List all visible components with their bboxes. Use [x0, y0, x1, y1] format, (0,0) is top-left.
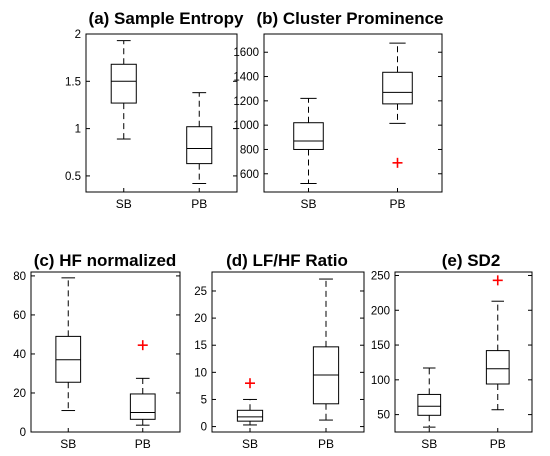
box-sb [236, 378, 264, 426]
y-tick-label: 800 [240, 144, 259, 156]
box-sb [417, 367, 442, 428]
iqr-box [186, 126, 213, 165]
y-tick-label: 2 [75, 29, 81, 41]
y-tick-label: 1000 [233, 120, 259, 132]
y-tick-label: 40 [13, 349, 26, 361]
chart-title: (a) Sample Entropy [89, 9, 244, 28]
y-tick-label: 25 [194, 286, 207, 298]
x-tick-label: SB [421, 437, 437, 451]
x-tick-label: PB [135, 437, 151, 451]
chart-panel-2: (b) Cluster Prominence 600 800 1000 1200 1400… [233, 9, 443, 211]
y-tick-label: 5 [201, 394, 207, 406]
y-tick-label: 20 [13, 388, 26, 400]
iqr-box [110, 63, 137, 104]
iqr-box [236, 409, 264, 422]
y-tick-label: 60 [13, 310, 26, 322]
box-pb [382, 42, 413, 168]
y-tick-label: 20 [194, 313, 207, 325]
x-tick-label: SB [300, 197, 316, 211]
y-tick-label: 15 [194, 340, 207, 352]
plot-frame [30, 271, 181, 433]
plot-frame [85, 33, 238, 193]
y-tick-label: 0.5 [65, 171, 81, 183]
x-tick-label: PB [389, 197, 405, 211]
y-tick-label: 1 [75, 124, 81, 136]
x-tick-label: PB [318, 437, 334, 451]
box-sb [110, 40, 137, 140]
y-tick-label: 10 [194, 367, 207, 379]
y-tick-label: 250 [371, 270, 390, 282]
outlier-marker [137, 340, 148, 351]
chart-title: (d) LF/HF Ratio [226, 251, 348, 270]
iqr-box [293, 122, 324, 150]
plot-frame [263, 33, 443, 193]
x-tick-label: SB [116, 197, 132, 211]
chart-title: (c) HF normalized [34, 251, 177, 270]
y-tick-label: 50 [377, 410, 390, 422]
x-tick-label: SB [242, 437, 258, 451]
y-tick-label: 100 [371, 375, 390, 387]
y-tick-label: 0 [20, 427, 26, 439]
x-tick-label: PB [490, 437, 506, 451]
y-tick-label: 0 [201, 422, 207, 434]
plot-frame [394, 271, 533, 433]
chart-title: (b) Cluster Prominence [256, 9, 443, 28]
iqr-box [129, 393, 156, 420]
y-tick-label: 200 [371, 305, 390, 317]
y-tick-label: 1400 [233, 72, 259, 84]
y-tick-label: 150 [371, 340, 390, 352]
y-tick-label: 80 [13, 271, 26, 283]
iqr-box [382, 71, 413, 105]
outlier-marker [492, 275, 503, 286]
y-tick-label: 600 [240, 169, 259, 181]
iqr-box [485, 350, 510, 385]
box-pb [186, 92, 213, 184]
box-sb [55, 277, 82, 412]
box-pb [312, 278, 340, 421]
box-pb [129, 340, 156, 426]
box-pb [485, 275, 510, 411]
y-tick-label: 1200 [233, 96, 259, 108]
iqr-box [417, 393, 442, 416]
y-tick-label: 1600 [233, 47, 259, 59]
plot-frame [211, 271, 365, 433]
outlier-marker [245, 378, 255, 389]
y-tick-label: 1.5 [65, 76, 81, 88]
outlier-marker [392, 157, 403, 168]
chart-panel-3: (c) HF normalized 0 20 40 60 80 SB PB [13, 251, 181, 451]
chart-title: (e) SD2 [442, 251, 501, 270]
chart-panel-5: (e) SD2 50 100 150 200 250 SB PB [371, 251, 533, 451]
x-tick-label: PB [191, 197, 207, 211]
x-tick-label: SB [60, 437, 76, 451]
chart-panel-4: (d) LF/HF Ratio 0 5 10 15 20 25 SB PB [194, 251, 365, 451]
chart-panel-1: (a) Sample Entropy 0.5 1 1.5 2 SB PB [65, 9, 244, 211]
box-sb [293, 97, 324, 184]
